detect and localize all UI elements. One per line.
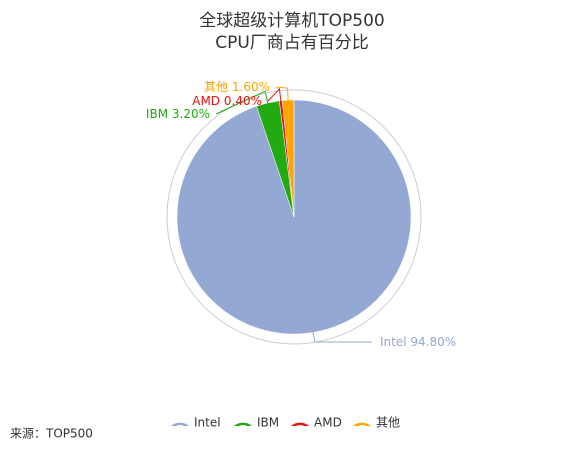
label-category: AMD — [192, 94, 220, 108]
label-category: 其他 — [204, 80, 228, 94]
data-label: 其他 1.60% — [204, 80, 270, 94]
label-value: 3.20% — [172, 107, 210, 121]
data-label: AMD 0.40% — [192, 94, 262, 108]
legend-icon — [171, 422, 189, 426]
label-value: 0.40% — [224, 94, 262, 108]
leader-line — [312, 330, 372, 343]
legend-label: IBM — [257, 416, 279, 430]
leader-line — [275, 86, 289, 103]
legend-label: 其他 — [376, 416, 400, 430]
data-label: IBM 3.20% — [146, 107, 210, 121]
data-label: Intel 94.80% — [380, 335, 456, 349]
chart-subtitle: CPU厂商占有百分比 — [215, 33, 369, 53]
source: 来源：TOP500 — [10, 427, 93, 441]
label-category: Intel — [380, 335, 407, 349]
chart-title: 全球超级计算机TOP500 — [199, 11, 384, 31]
legend-label: Intel — [194, 416, 221, 430]
label-value: 1.60% — [232, 80, 270, 94]
legend-icon — [234, 422, 252, 426]
leader-line — [215, 90, 269, 115]
label-category: IBM — [146, 107, 168, 121]
legend-icon — [291, 422, 309, 426]
legend-label: AMD — [314, 416, 342, 430]
legend-icon — [353, 422, 371, 426]
outer-ring — [166, 89, 422, 345]
leader-line — [267, 87, 282, 103]
label-value: 94.80% — [410, 335, 456, 349]
